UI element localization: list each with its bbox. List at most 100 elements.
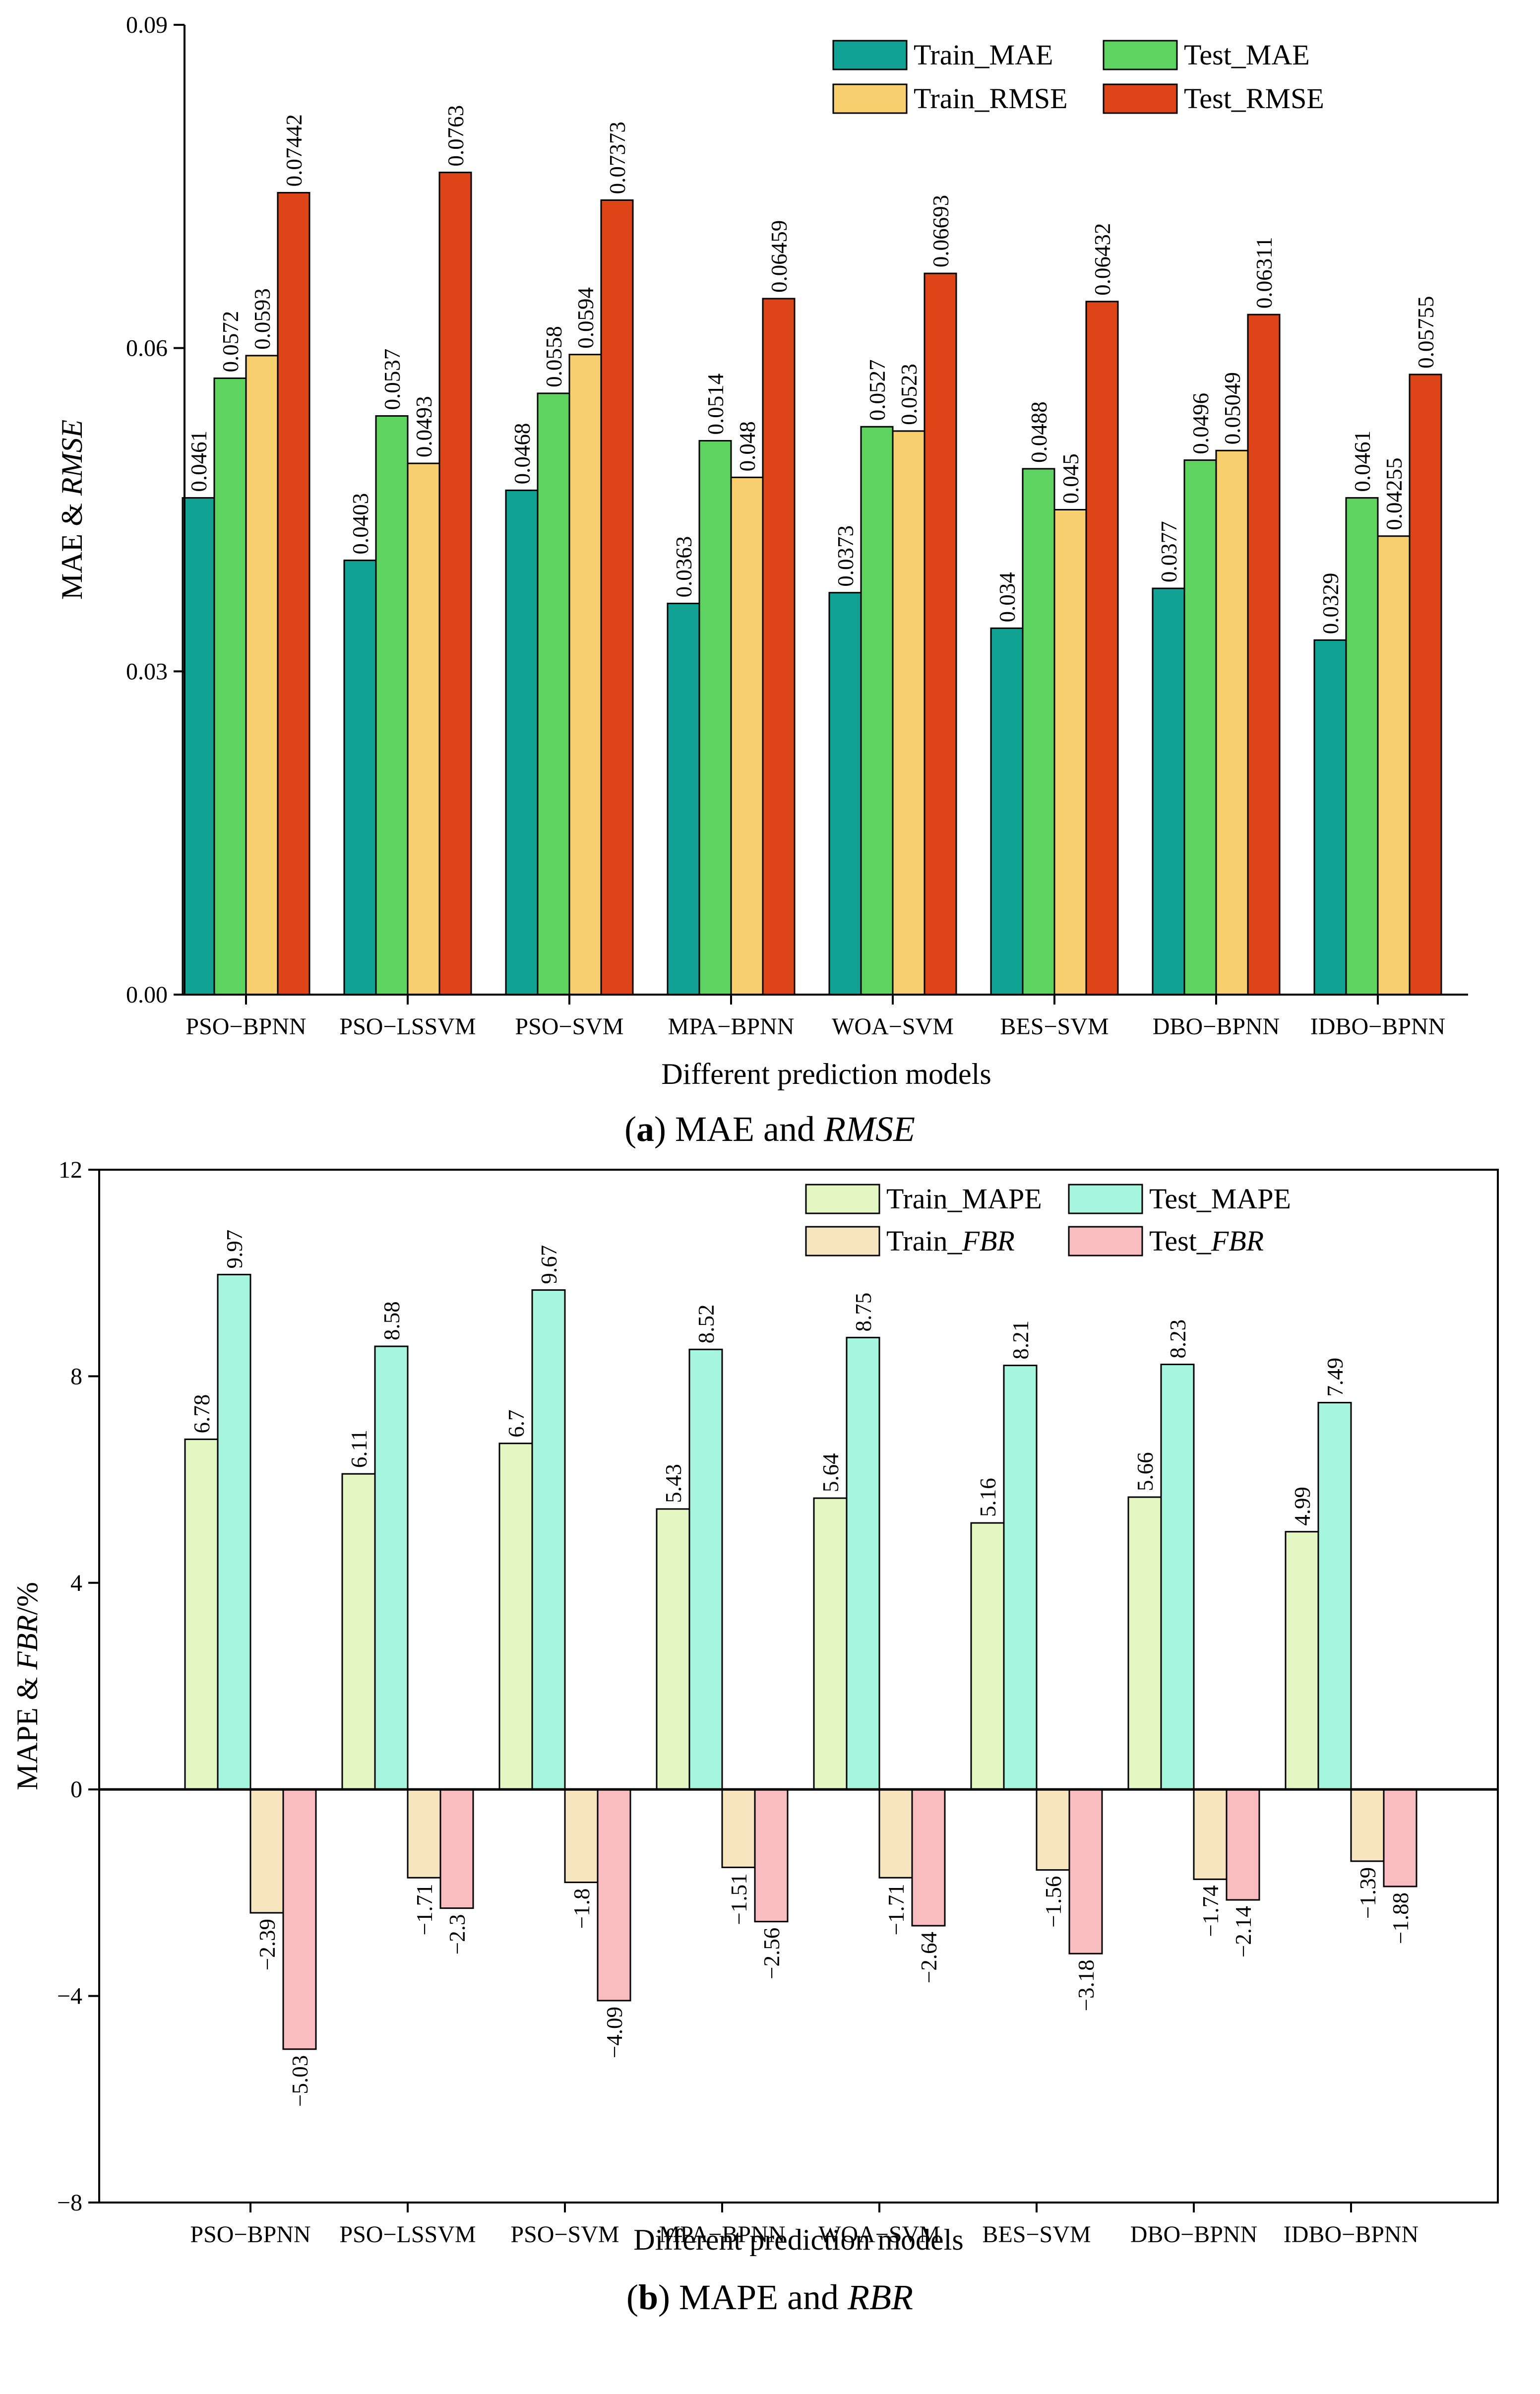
bar-test-fbr-dbo-bpnn [1226,1788,1260,1901]
bar-train-mae-pso-svm [505,489,539,996]
data-label-train-fbr-pso-bpnn: −2.39 [255,1919,280,1970]
caption-letter: b [638,2277,658,2317]
data-label-train-rmse-pso-bpnn: 0.0593 [250,288,275,350]
legend-label-plain: Train_ [886,1225,963,1257]
y-tick-label-0-00: 0.00 [126,982,168,1008]
bar-test-mape-pso-lssvm [374,1345,409,1790]
data-label-train-mape-bes-svm: 5.16 [976,1478,1000,1517]
bar-test-rmse-idbo-bpnn [1409,374,1442,996]
x-tick-label-bes-svm: BES−SVM [982,2221,1091,2248]
data-label-test-fbr-dbo-bpnn: −2.14 [1231,1906,1256,1957]
chart-a: 0.0461 0.0572 0.0593 0.07442 PSO−BPNN 0.0403 0… [56,12,1468,1149]
data-label-train-mae-pso-lssvm: 0.0403 [348,493,373,555]
data-label-test-mae-mpa-bpnn: 0.0514 [703,374,728,435]
y-tick-label-8: −8 [57,2190,82,2216]
caption-close: ) [654,1109,666,1149]
bar-train-rmse-bes-svm [1053,509,1087,996]
bar-train-fbr-idbo-bpnn [1350,1788,1385,1862]
bar-test-mape-woa-svm [846,1336,880,1790]
y-axis-label-plain: MAE & [56,496,88,600]
bar-train-mape-bes-svm [970,1522,1005,1790]
legend-swatch-train-fbr [805,1226,880,1257]
legend-label-test-mape: Test_MAPE [1149,1183,1291,1215]
bar-test-mape-mpa-bpnn [688,1348,723,1790]
legend-b: Train_MAPE Test_MAPE Train_FBR Test_FBR [805,1183,1291,1257]
legend-label-test-mae: Test_MAE [1184,39,1310,71]
legend-label-train-rmse: Train_RMSE [914,82,1068,115]
bar-test-mae-idbo-bpnn [1345,497,1379,996]
y-tick-label-0-06: 0.06 [126,335,168,362]
caption-text: MAPE and [670,2277,848,2317]
figure-caption-a: (a) MAE and RMSE [624,1109,915,1149]
data-label-test-fbr-bes-svm: −3.18 [1074,1959,1099,2011]
bar-train-mape-idbo-bpnn [1285,1531,1319,1790]
legend-label-plain: Test_ [1149,1225,1212,1257]
bar-test-rmse-pso-lssvm [438,172,472,996]
bar-test-mape-dbo-bpnn [1160,1363,1195,1790]
data-label-train-mae-pso-bpnn: 0.0461 [186,431,211,492]
data-label-train-mape-idbo-bpnn: 4.99 [1290,1487,1315,1526]
data-label-train-fbr-dbo-bpnn: −1.74 [1198,1885,1223,1937]
caption-italic: RMSE [823,1109,915,1149]
bar-train-mape-mpa-bpnn [656,1508,690,1790]
bar-test-mae-mpa-bpnn [698,440,732,996]
data-label-test-fbr-pso-lssvm: −2.3 [445,1914,470,1955]
bar-test-mae-pso-bpnn [213,377,247,996]
bar-train-rmse-dbo-bpnn [1215,449,1249,996]
bar-test-mape-idbo-bpnn [1317,1401,1352,1790]
bar-train-mape-pso-bpnn [184,1438,219,1790]
caption-italic: RBR [847,2277,913,2317]
bar-train-fbr-bes-svm [1036,1788,1070,1871]
data-label-test-fbr-idbo-bpnn: −1.88 [1388,1892,1413,1944]
data-label-train-mae-bes-svm: 0.034 [995,572,1020,622]
data-label-test-fbr-pso-bpnn: −5.03 [288,2055,312,2107]
x-axis-label: Different prediction models [633,2223,963,2256]
bar-test-mae-pso-svm [537,392,570,996]
data-label-train-fbr-idbo-bpnn: −1.39 [1355,1867,1380,1919]
data-label-train-rmse-bes-svm: 0.045 [1058,453,1083,504]
data-label-test-fbr-pso-svm: −4.09 [602,2007,627,2058]
data-label-test-rmse-idbo-bpnn: 0.05755 [1414,296,1438,369]
data-label-train-fbr-bes-svm: −1.56 [1041,1876,1066,1928]
data-label-train-mape-woa-svm: 5.64 [818,1453,843,1492]
legend-swatch-test-mape [1068,1184,1143,1214]
legend-swatch-train-mape [805,1184,880,1214]
legend-label-train-fbr: Train_FBR [886,1225,1015,1257]
bar-test-fbr-idbo-bpnn [1383,1788,1417,1888]
data-label-test-rmse-pso-svm: 0.07373 [605,122,630,194]
x-tick-label-idbo-bpnn: IDBO−BPNN [1310,1013,1445,1040]
legend-a: Train_MAE Test_MAE Train_RMSE Test_RMSE [832,39,1324,115]
bar-test-mae-dbo-bpnn [1183,459,1217,996]
data-label-train-fbr-woa-svm: −1.71 [884,1884,909,1935]
bar-train-fbr-woa-svm [878,1788,913,1879]
data-label-train-mae-woa-svm: 0.0373 [833,525,858,587]
bar-train-mae-pso-bpnn [182,497,215,996]
data-label-train-rmse-pso-svm: 0.0594 [573,287,598,349]
x-tick-label-bes-svm: BES−SVM [1000,1013,1109,1040]
caption-open: ( [624,1109,636,1149]
bar-train-fbr-pso-lssvm [407,1788,441,1879]
data-label-train-rmse-idbo-bpnn: 0.04255 [1382,457,1407,530]
data-label-train-mae-pso-svm: 0.0468 [510,423,535,485]
data-label-test-mae-pso-svm: 0.0558 [542,326,566,387]
legend-label-train-mae: Train_MAE [914,39,1053,71]
legend-swatch-train-mae [832,40,908,70]
bar-test-fbr-pso-bpnn [282,1788,317,2050]
bar-train-mae-bes-svm [990,627,1024,996]
x-tick-label-idbo-bpnn: IDBO−BPNN [1284,2221,1418,2248]
bar-test-mae-woa-svm [860,426,894,996]
x-tick-label-pso-lssvm: PSO−LSSVM [339,1013,476,1040]
data-label-train-mape-mpa-bpnn: 5.43 [661,1464,686,1503]
data-label-test-mape-bes-svm: 8.21 [1008,1321,1033,1360]
legend-label-test-rmse: Test_RMSE [1184,82,1324,115]
legend-label-italic: FBR [1211,1225,1264,1257]
legend-label-train-mape: Train_MAPE [886,1183,1042,1215]
bar-train-fbr-pso-svm [564,1788,599,1884]
bar-train-fbr-dbo-bpnn [1193,1788,1228,1880]
y-axis-label-italic: FBR [11,1615,44,1670]
data-label-test-rmse-woa-svm: 0.06693 [928,195,953,267]
y-tick-label-0-09: 0.09 [126,12,168,38]
legend-swatch-test-fbr [1068,1226,1143,1257]
x-tick-label-dbo-bpnn: DBO−BPNN [1153,1013,1280,1040]
